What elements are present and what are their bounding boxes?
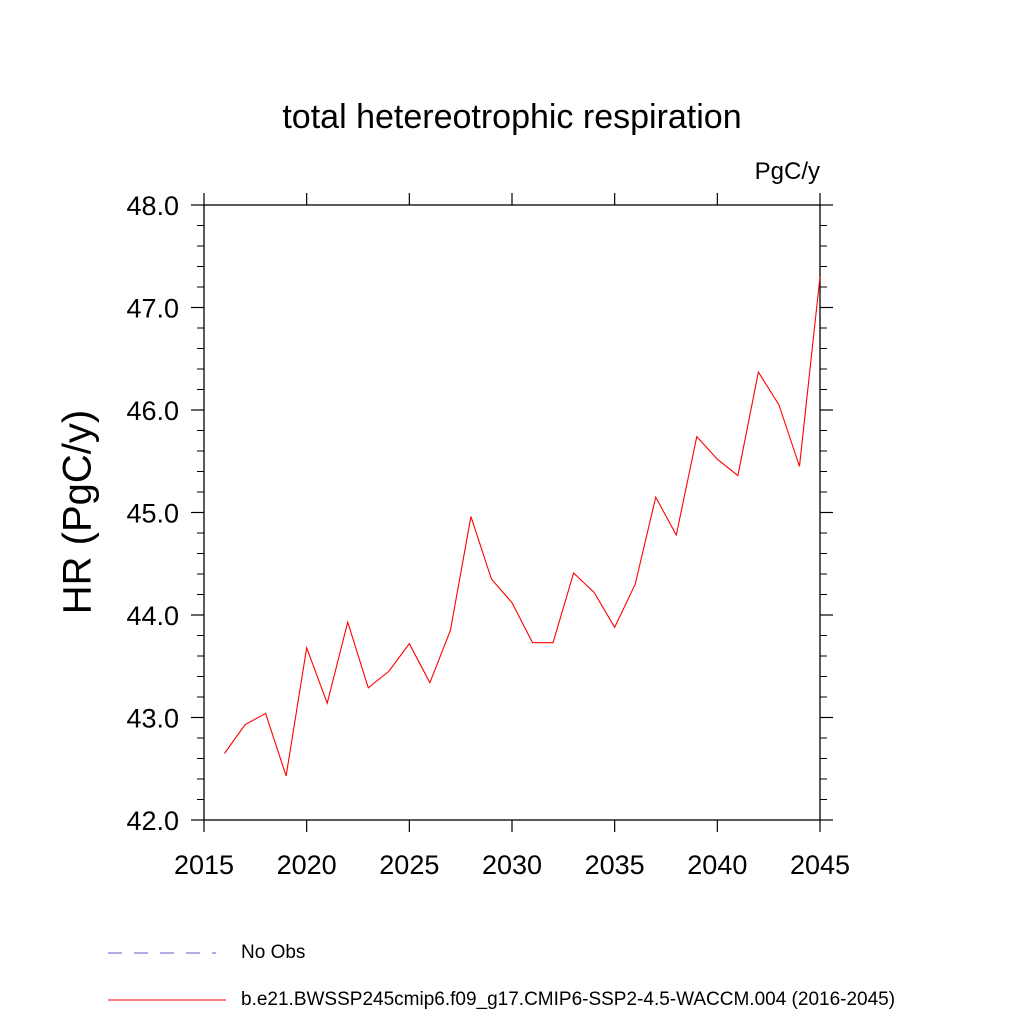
data-point xyxy=(737,475,738,476)
data-point xyxy=(532,642,533,643)
series-layer xyxy=(224,276,821,777)
y-tick-label: 42.0 xyxy=(126,806,179,836)
x-tick-label: 2045 xyxy=(790,850,850,880)
data-point xyxy=(696,436,697,437)
y-tick-label: 44.0 xyxy=(126,601,179,631)
data-point xyxy=(491,579,492,580)
data-point xyxy=(819,276,820,277)
x-tick-label: 2040 xyxy=(687,850,747,880)
y-tick-label: 43.0 xyxy=(126,704,179,734)
y-tick-label: 47.0 xyxy=(126,294,179,324)
y-tick-label: 45.0 xyxy=(126,499,179,529)
x-tick-label: 2035 xyxy=(585,850,645,880)
units-label: PgC/y xyxy=(754,158,820,185)
x-tick-label: 2030 xyxy=(482,850,542,880)
x-tick-label: 2020 xyxy=(277,850,337,880)
data-point xyxy=(676,534,677,535)
data-point xyxy=(511,602,512,603)
data-point xyxy=(409,643,410,644)
legend xyxy=(108,952,226,1001)
data-point xyxy=(306,647,307,648)
data-point xyxy=(614,627,615,628)
data-point xyxy=(655,497,656,498)
data-point xyxy=(470,516,471,517)
data-point xyxy=(347,622,348,623)
data-point xyxy=(327,703,328,704)
series-line xyxy=(224,276,821,777)
data-point xyxy=(286,775,287,776)
chart-title: total hetereotrophic respiration xyxy=(282,98,742,136)
data-point xyxy=(799,466,800,467)
axes: 2015 2020 2025 2030 2035 2040 2045 42.0 43.0 44.0… xyxy=(126,191,850,880)
data-point xyxy=(635,584,636,585)
data-point xyxy=(224,753,225,754)
data-point xyxy=(388,671,389,672)
data-point xyxy=(244,724,245,725)
plot-frame xyxy=(203,204,821,821)
data-point xyxy=(717,459,718,460)
data-point xyxy=(368,687,369,688)
y-tick-label: 48.0 xyxy=(126,191,179,221)
x-tick-label: 2015 xyxy=(174,850,234,880)
x-tick-label: 2025 xyxy=(379,850,439,880)
data-point xyxy=(429,682,430,683)
data-point xyxy=(450,630,451,631)
data-point xyxy=(552,642,553,643)
data-point xyxy=(573,572,574,573)
data-point xyxy=(778,404,779,405)
data-point xyxy=(265,713,266,714)
data-point xyxy=(594,592,595,593)
legend-label-model-run: b.e21.BWSSP245cmip6.f09_g17.CMIP6-SSP2-4… xyxy=(241,989,896,1010)
data-point xyxy=(758,371,759,372)
legend-label-no-obs: No Obs xyxy=(241,942,306,963)
y-tick-label: 46.0 xyxy=(126,396,179,426)
